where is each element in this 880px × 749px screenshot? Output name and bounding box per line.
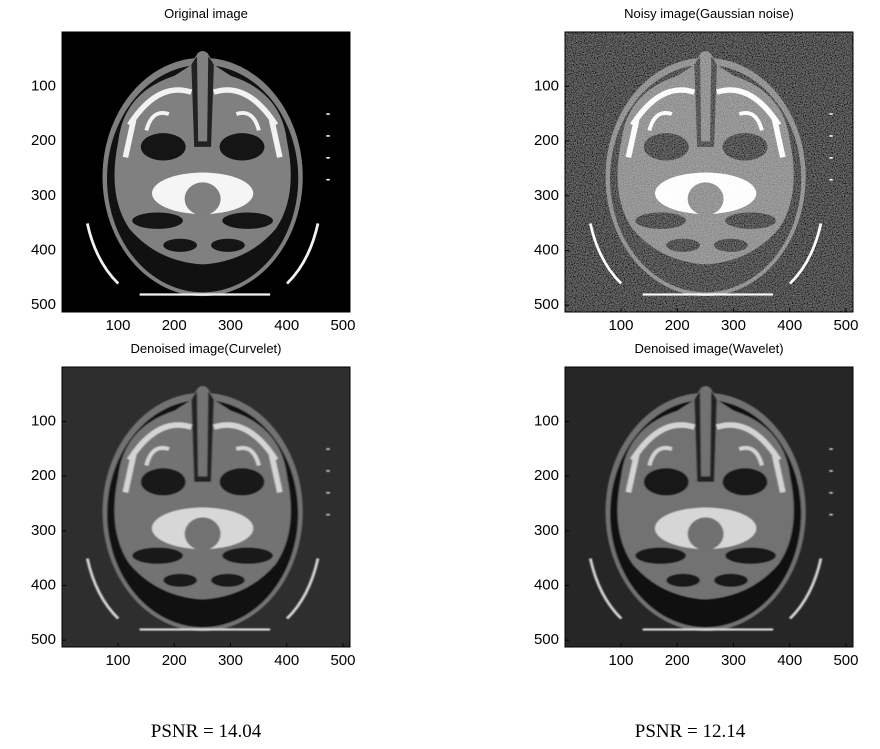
x-tick-label: 100 bbox=[608, 652, 633, 669]
psnr-caption: PSNR = 12.14 bbox=[635, 721, 746, 742]
psnr-caption: PSNR = 14.04 bbox=[151, 721, 262, 742]
y-tick-label: 100 bbox=[31, 77, 56, 94]
y-tick-label: 400 bbox=[534, 576, 559, 593]
y-tick-label: 100 bbox=[534, 412, 559, 429]
x-tick-label: 300 bbox=[218, 652, 243, 669]
y-tick-label: 100 bbox=[534, 77, 559, 94]
image bbox=[62, 32, 350, 312]
y-tick-label: 300 bbox=[534, 187, 559, 204]
panel-title: Denoised image(Wavelet) bbox=[634, 341, 783, 356]
y-tick-label: 400 bbox=[31, 241, 56, 258]
y-tick-label: 500 bbox=[534, 631, 559, 648]
x-tick-label: 100 bbox=[105, 652, 130, 669]
axes-box bbox=[61, 31, 351, 313]
y-tick-label: 200 bbox=[31, 132, 56, 149]
y-tick-label: 400 bbox=[31, 576, 56, 593]
x-tick-label: 500 bbox=[833, 652, 858, 669]
x-tick-label: 200 bbox=[665, 652, 690, 669]
x-tick-label: 400 bbox=[777, 317, 802, 334]
y-tick-label: 400 bbox=[534, 241, 559, 258]
y-tick-label: 500 bbox=[31, 296, 56, 313]
image bbox=[565, 32, 853, 312]
x-tick-label: 300 bbox=[721, 317, 746, 334]
y-tick-label: 200 bbox=[31, 467, 56, 484]
panel-title: Denoised image(Curvelet) bbox=[130, 341, 281, 356]
x-tick-label: 200 bbox=[162, 317, 187, 334]
panel-title: Original image bbox=[164, 6, 248, 21]
x-tick-label: 500 bbox=[330, 652, 355, 669]
panel: Denoised image(Curvelet) 100 200 300 400 500 1… bbox=[31, 341, 356, 669]
x-tick-label: 300 bbox=[721, 652, 746, 669]
axes-box bbox=[564, 366, 854, 648]
axes-box bbox=[564, 31, 854, 313]
axes-box bbox=[61, 366, 351, 648]
y-tick-label: 500 bbox=[534, 296, 559, 313]
panel: Noisy image(Gaussian noise) 100 200 300 400 5… bbox=[534, 6, 859, 334]
panel-title: Noisy image(Gaussian noise) bbox=[624, 6, 794, 21]
x-tick-label: 300 bbox=[218, 317, 243, 334]
x-tick-label: 500 bbox=[833, 317, 858, 334]
y-tick-label: 300 bbox=[31, 187, 56, 204]
y-tick-label: 300 bbox=[31, 522, 56, 539]
y-tick-label: 500 bbox=[31, 631, 56, 648]
x-tick-label: 400 bbox=[777, 652, 802, 669]
y-tick-label: 100 bbox=[31, 412, 56, 429]
panel: Denoised image(Wavelet) 100 200 300 400 500 10… bbox=[534, 341, 859, 669]
image bbox=[62, 367, 350, 647]
x-tick-label: 400 bbox=[274, 317, 299, 334]
x-tick-label: 500 bbox=[330, 317, 355, 334]
x-tick-label: 200 bbox=[665, 317, 690, 334]
y-tick-label: 200 bbox=[534, 132, 559, 149]
x-tick-label: 200 bbox=[162, 652, 187, 669]
x-tick-label: 100 bbox=[608, 317, 633, 334]
image bbox=[565, 367, 853, 647]
panel: Original image 100 200 300 400 500 100 200 300 40… bbox=[31, 6, 356, 334]
y-tick-label: 300 bbox=[534, 522, 559, 539]
x-tick-label: 400 bbox=[274, 652, 299, 669]
x-tick-label: 100 bbox=[105, 317, 130, 334]
y-tick-label: 200 bbox=[534, 467, 559, 484]
